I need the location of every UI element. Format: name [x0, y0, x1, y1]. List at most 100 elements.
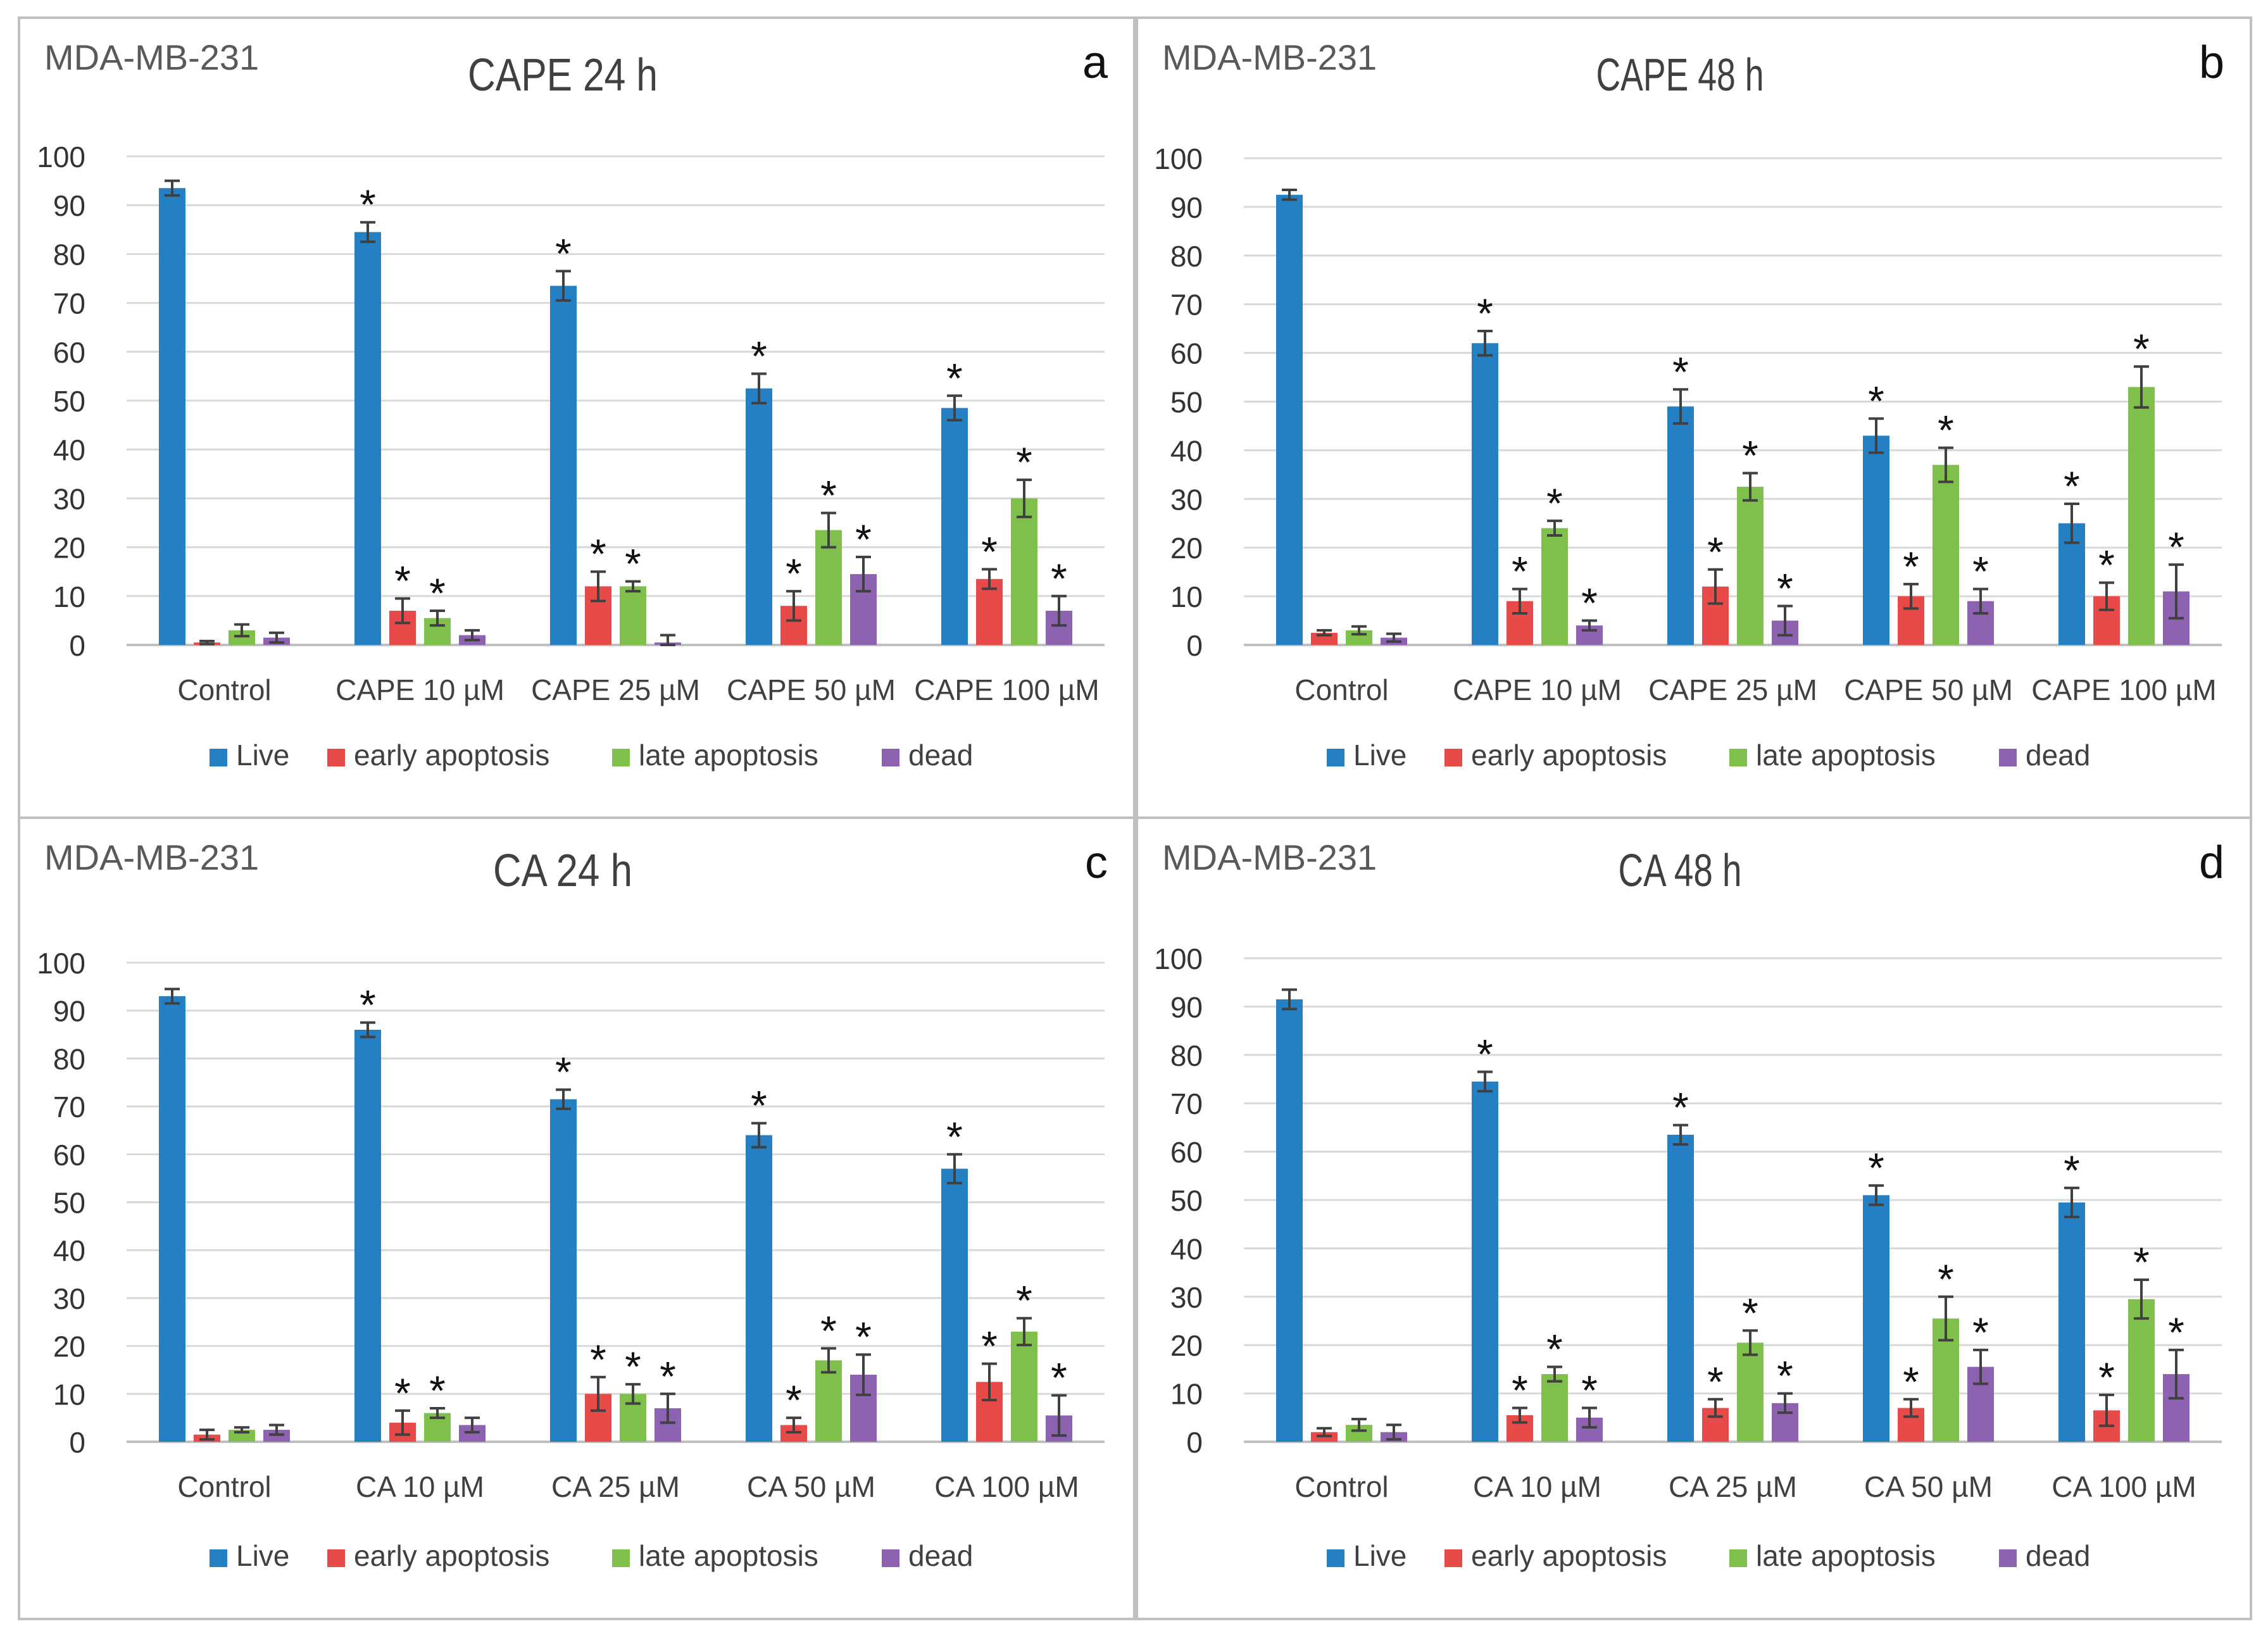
x-tick-label: CA 10 µM — [1473, 1470, 1601, 1503]
bar — [1472, 1081, 1498, 1442]
legend-label: dead — [2026, 1539, 2090, 1572]
y-tick-label: 10 — [53, 1378, 85, 1411]
x-tick-label: Control — [177, 1470, 271, 1503]
bar — [1276, 194, 1303, 645]
significance-asterisk: * — [786, 550, 802, 597]
significance-asterisk: * — [981, 528, 998, 575]
chart-panel-d: MDA-MB-231 CA 48 h d 0 10 20 30 40 50 60 70 80 90 100… — [1136, 816, 2252, 1620]
legend-label: late apoptosis — [639, 1539, 818, 1572]
significance-asterisk: * — [1972, 1309, 1989, 1356]
significance-asterisk: * — [1016, 439, 1032, 485]
x-tick-label: CAPE 100 µM — [914, 673, 1099, 706]
significance-asterisk: * — [751, 333, 767, 380]
bar — [550, 1099, 577, 1442]
x-tick-label: CA 25 µM — [1669, 1470, 1797, 1503]
legend-label: Live — [236, 739, 289, 772]
panel-letter: d — [2199, 837, 2224, 888]
bar — [815, 530, 842, 645]
legend-item: Live — [210, 1539, 289, 1572]
y-tick-label: 70 — [1170, 289, 1203, 322]
significance-asterisk: * — [1742, 432, 1758, 479]
significance-asterisk: * — [429, 1367, 446, 1414]
significance-asterisk: * — [1051, 1354, 1067, 1401]
y-tick-label: 40 — [53, 434, 85, 466]
legend-swatch — [1999, 1549, 2017, 1567]
significance-asterisk: * — [855, 1313, 872, 1360]
cell-line-label: MDA-MB-231 — [1162, 837, 1377, 877]
significance-asterisk: * — [1777, 1353, 1793, 1399]
significance-asterisk: * — [1512, 548, 1528, 595]
legend-item: Live — [1327, 1539, 1407, 1572]
significance-asterisk: * — [1581, 580, 1598, 627]
significance-asterisk: * — [1016, 1277, 1032, 1324]
y-tick-label: 60 — [1170, 1136, 1203, 1169]
legend-item: dead — [1999, 739, 2090, 772]
significance-asterisk: * — [2133, 1239, 2150, 1285]
significance-asterisk: * — [946, 354, 963, 401]
legend-swatch — [1327, 1549, 1344, 1567]
bar — [159, 996, 185, 1442]
y-tick-label: 100 — [1154, 942, 1203, 975]
bar — [1737, 487, 1764, 645]
legend-label: early apoptosis — [354, 739, 549, 772]
y-tick-label: 10 — [53, 580, 85, 613]
significance-asterisk: * — [625, 1343, 641, 1390]
y-tick-label: 90 — [1170, 191, 1203, 224]
significance-asterisk: * — [360, 982, 376, 1028]
significance-asterisk: * — [1707, 1358, 1724, 1405]
significance-asterisk: * — [2133, 325, 2150, 372]
significance-asterisk: * — [394, 1370, 411, 1416]
bar — [1541, 1374, 1568, 1442]
chart-title: CAPE 24 h — [468, 50, 658, 101]
significance-asterisk: * — [1777, 565, 1793, 611]
y-tick-label: 90 — [53, 189, 85, 222]
bar — [2058, 1202, 2085, 1442]
significance-asterisk: * — [1903, 1358, 1919, 1405]
bar — [1472, 343, 1498, 645]
legend-swatch — [1729, 1549, 1747, 1567]
y-tick-label: 40 — [1170, 1232, 1203, 1265]
bar — [354, 1029, 381, 1442]
y-tick-label: 20 — [1170, 1329, 1203, 1362]
significance-asterisk: * — [1051, 555, 1067, 602]
bar — [2128, 1299, 2155, 1442]
bar — [1541, 528, 1568, 645]
y-tick-label: 20 — [1170, 532, 1203, 565]
bar — [229, 630, 255, 645]
x-tick-label: Control — [177, 673, 271, 706]
significance-asterisk: * — [1672, 1084, 1689, 1131]
legend-item: late apoptosis — [1729, 739, 1936, 772]
significance-asterisk: * — [2168, 1309, 2184, 1356]
legend-item: early apoptosis — [1444, 739, 1667, 772]
significance-asterisk: * — [429, 570, 446, 616]
bar — [1667, 1134, 1694, 1442]
bar — [550, 285, 577, 646]
significance-asterisk: * — [2168, 523, 2184, 570]
legend-swatch — [612, 1549, 630, 1567]
bar — [1276, 999, 1303, 1442]
y-tick-label: 80 — [53, 238, 85, 271]
y-tick-label: 90 — [53, 995, 85, 1028]
legend-swatch — [1444, 1549, 1462, 1567]
legend-item: early apoptosis — [327, 1539, 549, 1572]
y-tick-label: 30 — [53, 1282, 85, 1315]
significance-asterisk: * — [855, 516, 872, 563]
bar — [941, 408, 968, 645]
panel-letter: b — [2199, 37, 2224, 88]
bar — [746, 1135, 772, 1442]
chart-panel-c: MDA-MB-231 CA 24 h c 0 10 20 30 40 50 60 70 80 90 100… — [18, 816, 1136, 1620]
significance-asterisk: * — [1477, 290, 1493, 337]
y-tick-label: 60 — [1170, 337, 1203, 370]
y-tick-label: 40 — [1170, 434, 1203, 467]
significance-asterisk: * — [751, 1082, 767, 1129]
legend-swatch — [327, 749, 345, 766]
y-tick-label: 0 — [1186, 1426, 1203, 1459]
legend-item: early apoptosis — [1444, 1539, 1667, 1572]
bar — [1933, 465, 1959, 645]
y-tick-label: 80 — [1170, 1039, 1203, 1072]
legend-swatch — [1327, 749, 1344, 766]
legend-item: early apoptosis — [327, 739, 549, 772]
significance-asterisk: * — [1938, 407, 1954, 454]
x-tick-label: CAPE 25 µM — [531, 673, 700, 706]
x-tick-label: CAPE 10 µM — [335, 673, 504, 706]
